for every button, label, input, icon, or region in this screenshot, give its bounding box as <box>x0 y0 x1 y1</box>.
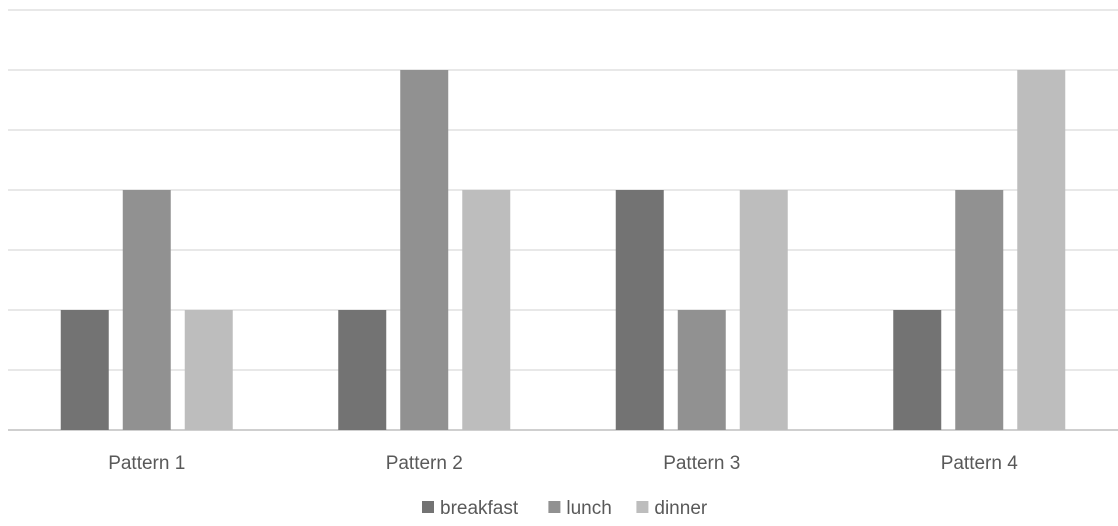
bar-lunch-4 <box>955 190 1004 430</box>
legend-item-breakfast: breakfast <box>422 498 519 519</box>
x-tick-label: Pattern 3 <box>663 453 740 474</box>
bar-lunch-1 <box>122 190 171 430</box>
bar-dinner-4 <box>1017 70 1066 430</box>
x-tick-label: Pattern 4 <box>941 453 1019 474</box>
bars <box>60 70 1066 430</box>
bar-breakfast-4 <box>893 310 942 430</box>
bar-breakfast-3 <box>615 190 664 430</box>
gridlines <box>8 9 1118 431</box>
bar-breakfast-1 <box>60 310 109 430</box>
legend-swatch-lunch <box>548 501 561 513</box>
legend-label-breakfast: breakfast <box>440 498 519 519</box>
x-axis: Pattern 1 Pattern 2 Pattern 3 Pattern 4 <box>108 453 1018 474</box>
bar-dinner-2 <box>462 190 511 430</box>
legend-item-dinner: dinner <box>636 498 708 519</box>
legend-item-lunch: lunch <box>548 498 612 519</box>
legend-label-dinner: dinner <box>654 498 707 519</box>
legend: breakfast lunch dinner <box>422 498 708 519</box>
x-tick-label: Pattern 2 <box>386 453 463 474</box>
legend-swatch-breakfast <box>422 501 434 513</box>
bar-lunch-3 <box>677 310 726 430</box>
bar-dinner-3 <box>739 190 788 430</box>
x-tick-label: Pattern 1 <box>108 453 185 474</box>
legend-swatch-dinner <box>636 501 649 513</box>
bar-dinner-1 <box>184 310 233 430</box>
bar-lunch-2 <box>400 70 449 430</box>
legend-label-lunch: lunch <box>566 498 611 519</box>
bar-breakfast-2 <box>338 310 387 430</box>
